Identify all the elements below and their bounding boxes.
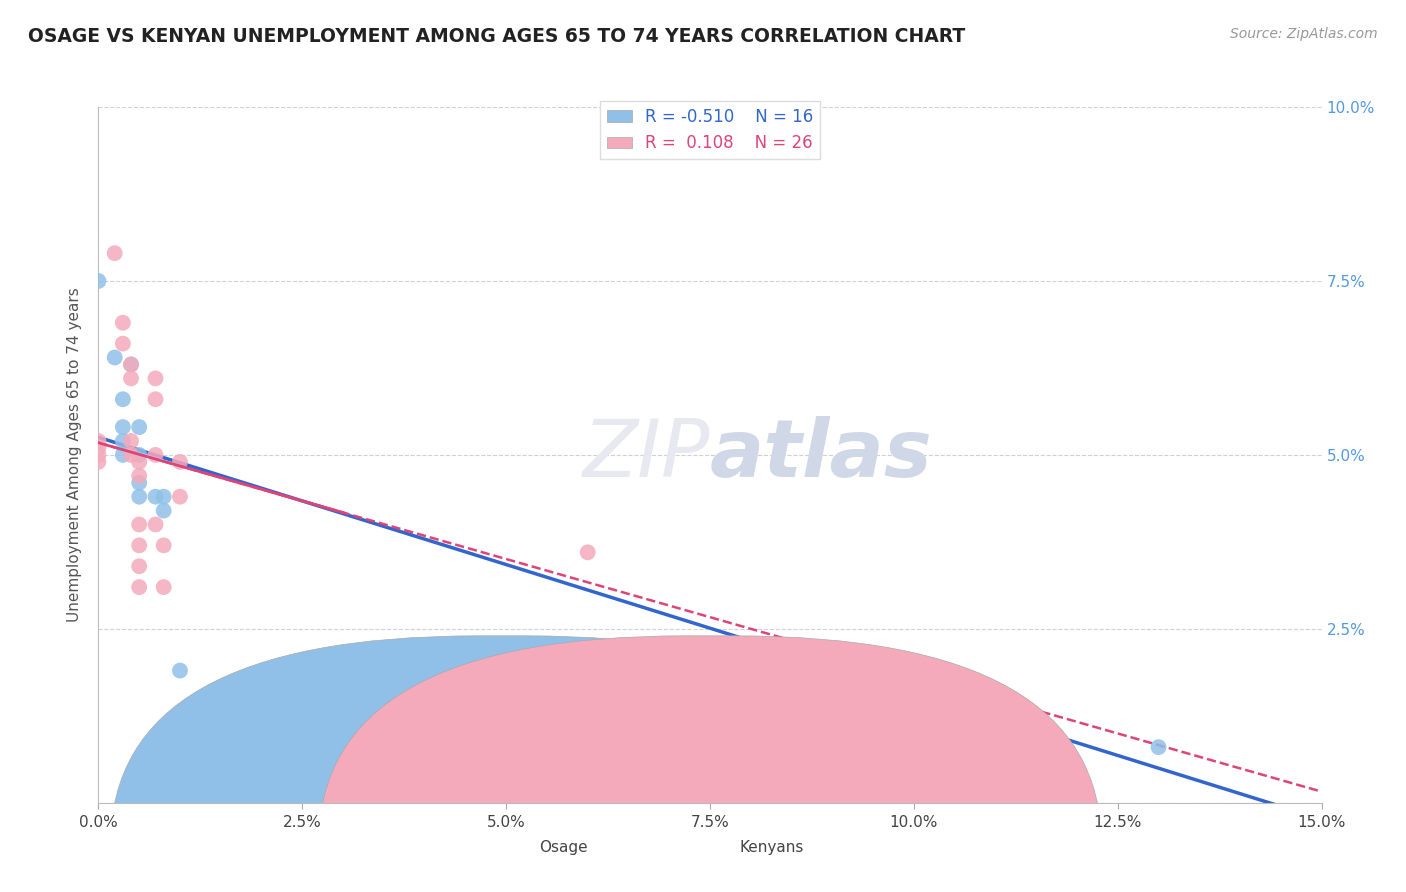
Point bbox=[120, 358, 142, 372]
Point bbox=[145, 517, 167, 532]
Point bbox=[145, 448, 167, 462]
Text: ZIP: ZIP bbox=[582, 416, 710, 494]
Point bbox=[145, 392, 167, 407]
Y-axis label: Unemployment Among Ages 65 to 74 years: Unemployment Among Ages 65 to 74 years bbox=[67, 287, 83, 623]
Point bbox=[152, 490, 174, 504]
Point bbox=[111, 392, 134, 407]
Point bbox=[87, 455, 110, 469]
Text: atlas: atlas bbox=[710, 416, 932, 494]
Point bbox=[152, 503, 174, 517]
Point bbox=[128, 455, 150, 469]
Point bbox=[120, 358, 142, 372]
Point bbox=[169, 455, 191, 469]
Point bbox=[152, 538, 174, 552]
Point bbox=[120, 371, 142, 385]
Point bbox=[104, 351, 127, 365]
Point bbox=[111, 336, 134, 351]
Legend: R = -0.510    N = 16, R =  0.108    N = 26: R = -0.510 N = 16, R = 0.108 N = 26 bbox=[600, 102, 820, 159]
Point bbox=[128, 475, 150, 490]
Point bbox=[169, 664, 191, 678]
Point bbox=[128, 580, 150, 594]
Point bbox=[111, 316, 134, 330]
Point bbox=[111, 420, 134, 434]
Text: Osage: Osage bbox=[538, 839, 588, 855]
Point bbox=[128, 490, 150, 504]
Point bbox=[120, 448, 142, 462]
Point bbox=[145, 371, 167, 385]
Point bbox=[169, 490, 191, 504]
Point bbox=[145, 490, 167, 504]
Point bbox=[576, 545, 599, 559]
Point bbox=[104, 246, 127, 260]
Point bbox=[87, 441, 110, 455]
Text: Source: ZipAtlas.com: Source: ZipAtlas.com bbox=[1230, 27, 1378, 41]
Point bbox=[128, 468, 150, 483]
Point bbox=[111, 448, 134, 462]
Point bbox=[128, 559, 150, 574]
FancyBboxPatch shape bbox=[111, 636, 894, 892]
FancyBboxPatch shape bbox=[319, 636, 1101, 892]
Text: OSAGE VS KENYAN UNEMPLOYMENT AMONG AGES 65 TO 74 YEARS CORRELATION CHART: OSAGE VS KENYAN UNEMPLOYMENT AMONG AGES … bbox=[28, 27, 966, 45]
Point bbox=[128, 420, 150, 434]
Point bbox=[87, 274, 110, 288]
Point bbox=[120, 434, 142, 448]
Point bbox=[87, 448, 110, 462]
Point bbox=[87, 434, 110, 448]
Point bbox=[1147, 740, 1170, 755]
Point bbox=[111, 434, 134, 448]
Text: Kenyans: Kenyans bbox=[740, 839, 803, 855]
Point bbox=[128, 448, 150, 462]
Point bbox=[128, 517, 150, 532]
Point bbox=[128, 538, 150, 552]
Point bbox=[152, 580, 174, 594]
